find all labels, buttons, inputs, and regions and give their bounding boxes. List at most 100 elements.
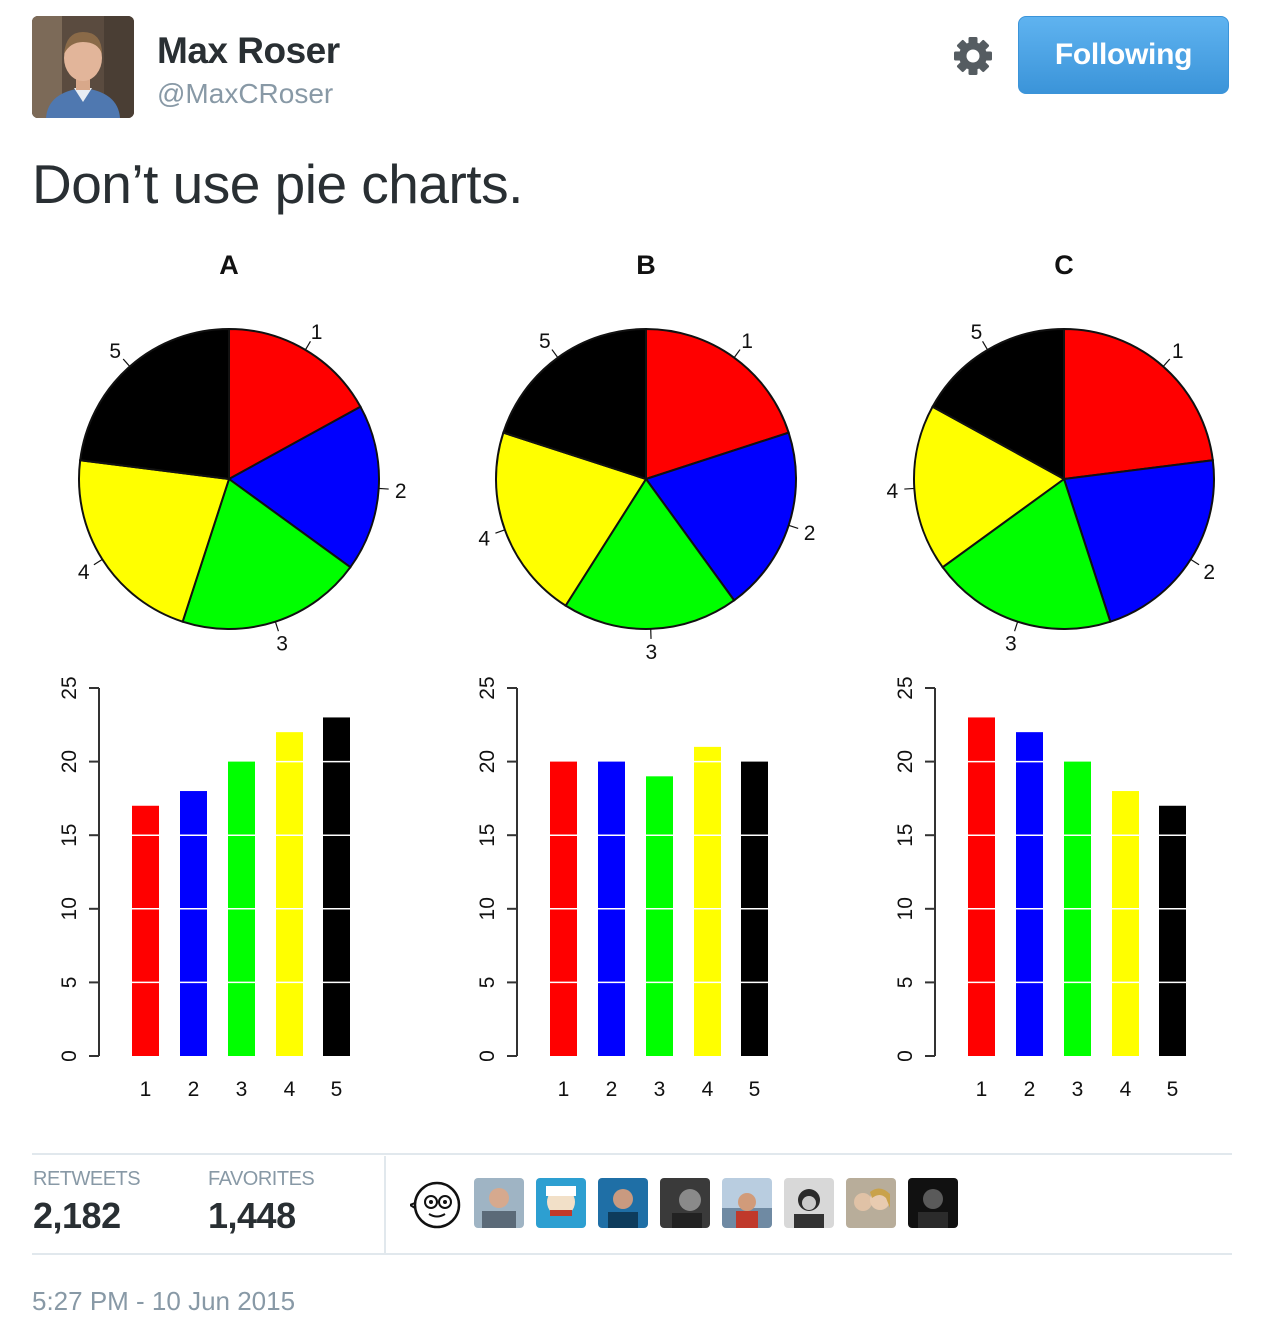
y-tick-label: 0	[476, 1050, 499, 1062]
user-avatar[interactable]	[536, 1178, 586, 1228]
pie-label-tick	[378, 487, 389, 490]
favorites-label: FAVORITES	[208, 1168, 315, 1190]
pie-slice-label: 1	[1172, 340, 1184, 363]
bar	[180, 791, 207, 1056]
y-tick-label: 20	[476, 750, 499, 773]
x-tick-label: 2	[606, 1078, 618, 1101]
retweets-label: RETWEETS	[33, 1168, 141, 1190]
pie-slice-label: 4	[886, 480, 898, 503]
bar-chart: 0 5 10 15 20 25 1 2 3 4 5	[58, 676, 350, 1101]
pie-label-tick	[304, 340, 311, 351]
user-avatar[interactable]	[784, 1178, 834, 1228]
avatar-photo	[32, 16, 134, 118]
bar-chart: 0 5 10 15 20 25 1 2 3 4 5	[476, 676, 768, 1101]
bar	[1159, 805, 1186, 1056]
pie-slice	[564, 477, 736, 630]
favorites-count: 1,448	[208, 1195, 296, 1236]
pie-chart-B: B 1 2 3 4 5	[478, 250, 815, 664]
pie-slice-label: 5	[971, 321, 983, 344]
user-avatar[interactable]	[908, 1178, 958, 1228]
avatar[interactable]	[32, 16, 134, 118]
pie-label-tick	[495, 529, 506, 534]
pie-label-tick	[93, 558, 103, 566]
bar	[323, 717, 350, 1056]
retweets-stat[interactable]: RETWEETS 2,182	[33, 1168, 141, 1237]
bar	[276, 732, 303, 1056]
pie-slice	[227, 405, 380, 569]
pie-slice	[1063, 327, 1214, 481]
x-tick-label: 4	[284, 1078, 296, 1101]
pie-label-tick	[904, 487, 915, 490]
x-tick-label: 5	[1167, 1078, 1179, 1101]
pie-slice	[913, 405, 1066, 569]
y-tick-label: 15	[894, 824, 917, 847]
user-name[interactable]: Max Roser	[157, 30, 340, 71]
x-tick-label: 3	[1072, 1078, 1084, 1101]
pie-label-tick	[274, 621, 280, 632]
bar	[1016, 732, 1043, 1056]
y-tick-label: 10	[58, 897, 81, 920]
pie-slice-label: 5	[539, 330, 551, 353]
x-tick-label: 3	[654, 1078, 666, 1101]
y-tick-label: 10	[476, 897, 499, 920]
user-avatar[interactable]	[598, 1178, 648, 1228]
bar	[968, 717, 995, 1056]
pie-slice	[644, 431, 797, 602]
pie-slice	[181, 477, 352, 630]
following-button[interactable]: Following	[1018, 16, 1229, 94]
pie-label-tick	[1013, 621, 1019, 632]
pie-slice	[1062, 459, 1215, 623]
pie-chart-C: C 1 2 3 4 5	[886, 250, 1215, 656]
pie-slice-label: 2	[1203, 561, 1215, 584]
stats-vertical-divider	[384, 1156, 386, 1253]
bar	[694, 746, 721, 1056]
pie-slice-label: 3	[276, 633, 288, 656]
pie-label-tick	[788, 524, 799, 530]
y-tick-label: 5	[894, 977, 917, 989]
pie-slice-label: 1	[311, 321, 323, 344]
x-tick-label: 4	[1120, 1078, 1132, 1101]
gear-icon[interactable]	[950, 33, 996, 79]
user-avatar[interactable]	[846, 1178, 896, 1228]
y-tick-label: 0	[58, 1050, 81, 1062]
pie-slice	[495, 431, 648, 608]
pie-slice-label: 5	[109, 340, 121, 363]
x-tick-label: 2	[1024, 1078, 1036, 1101]
y-tick-label: 5	[476, 977, 499, 989]
retweets-count: 2,182	[33, 1195, 121, 1236]
stats-top-divider	[32, 1153, 1232, 1155]
tweet-text: Don’t use pie charts.	[32, 153, 523, 215]
user-avatar[interactable]	[474, 1178, 524, 1228]
favorites-stat[interactable]: FAVORITES 1,448	[208, 1168, 315, 1237]
user-avatar[interactable]	[722, 1178, 772, 1228]
x-tick-label: 4	[702, 1078, 714, 1101]
x-tick-label: 5	[331, 1078, 343, 1101]
user-avatar[interactable]	[660, 1178, 710, 1228]
pie-chart-title: A	[219, 250, 239, 280]
x-tick-label: 1	[976, 1078, 988, 1101]
pie-chart-title: C	[1054, 250, 1074, 280]
pie-slice	[941, 477, 1112, 630]
tweet-timestamp[interactable]: 5:27 PM - 10 Jun 2015	[32, 1286, 296, 1316]
pie-label-tick	[982, 340, 989, 351]
y-tick-label: 10	[894, 897, 917, 920]
pie-slice	[502, 327, 647, 481]
bar	[132, 805, 159, 1056]
pie-slice-label: 3	[646, 641, 658, 664]
y-tick-label: 15	[476, 824, 499, 847]
x-tick-label: 2	[188, 1078, 200, 1101]
x-tick-label: 1	[558, 1078, 570, 1101]
pie-label-tick	[1162, 358, 1171, 367]
cartoon-face-avatar[interactable]	[410, 1178, 464, 1232]
y-tick-label: 5	[58, 977, 81, 989]
y-tick-label: 25	[476, 676, 499, 699]
y-tick-label: 0	[894, 1050, 917, 1062]
pie-slice	[645, 327, 790, 481]
pie-slice-label: 4	[78, 561, 90, 584]
user-handle[interactable]: @MaxCRoser	[157, 78, 334, 109]
x-tick-label: 5	[749, 1078, 761, 1101]
pie-slice	[78, 459, 231, 623]
pie-slice	[79, 327, 230, 481]
y-tick-label: 20	[58, 750, 81, 773]
